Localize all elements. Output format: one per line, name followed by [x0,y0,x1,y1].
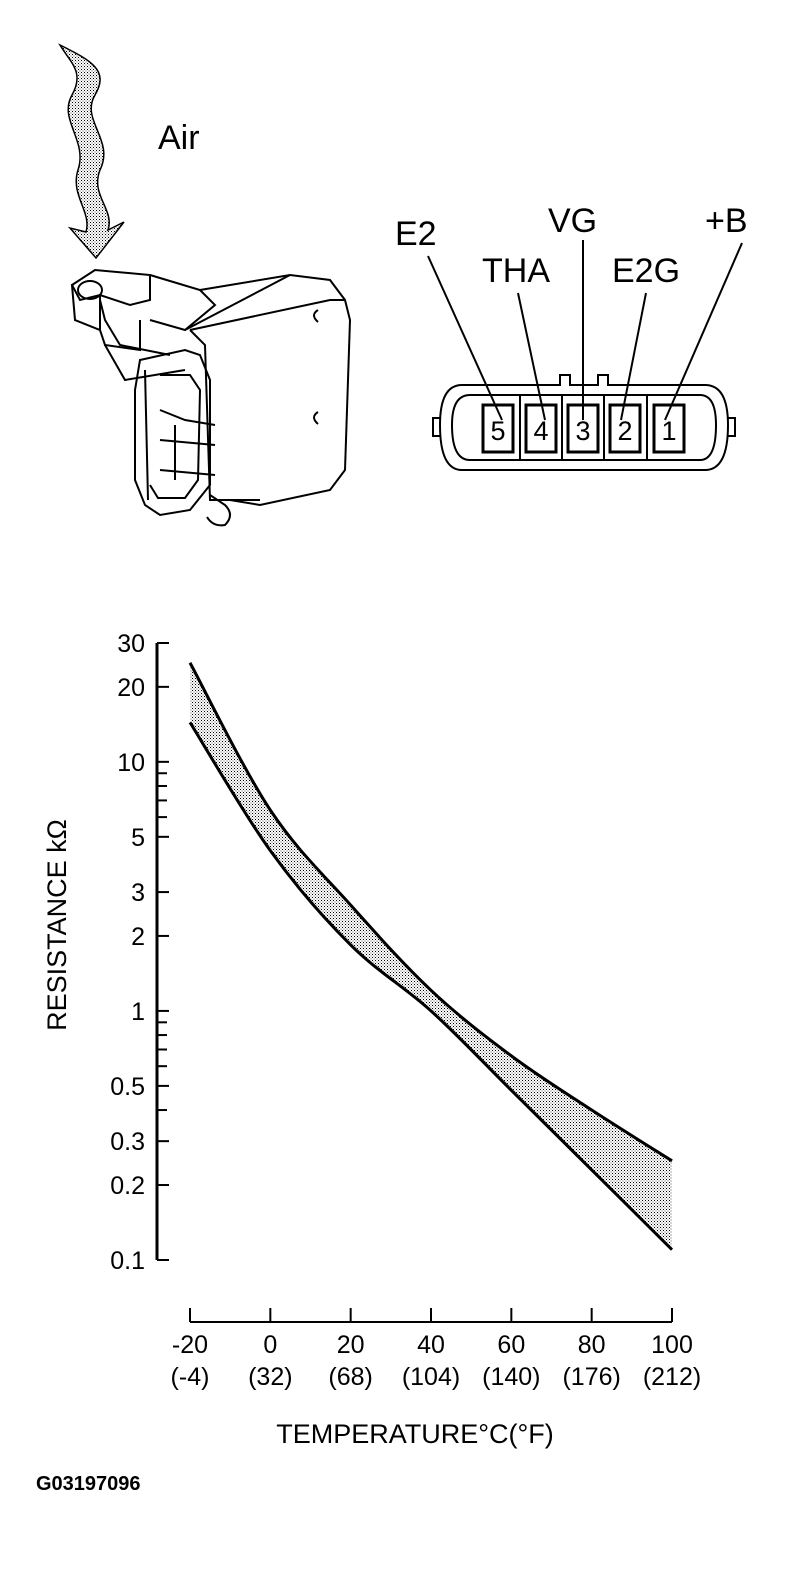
lower-limit-curve [188,721,674,1251]
connector-diagram: 5 E2 4 THA 3 VG 2 E2G 1 +B [395,202,748,471]
y-tick-label: 0.5 [110,1073,145,1101]
y-tick-label: 20 [117,674,145,702]
air-flow-meter-illustration [70,268,352,527]
y-tick-label: 0.3 [110,1128,145,1156]
leader-line [517,292,546,421]
x-tick-sublabel: (104) [402,1363,460,1391]
x-tick-sublabel: (212) [643,1363,701,1391]
terminal-pin-number: 4 [533,416,548,446]
x-tick-label: 100 [651,1331,693,1359]
figure-code: G03197096 [36,1473,141,1495]
terminal-pin-number: 5 [490,416,505,446]
x-tick-label: 40 [417,1331,445,1359]
air-flow-arrow-icon [58,43,125,260]
terminal-name-label: +B [705,202,748,240]
terminal-name-label: E2G [612,252,680,290]
y-tick-label: 0.2 [110,1172,145,1200]
y-tick-label: 10 [117,749,145,777]
y-axis-label: RESISTANCE kΩ [42,819,72,1031]
terminal-pin-number: 1 [661,416,676,446]
leader-line [620,292,647,421]
y-tick-label: 5 [131,824,145,852]
terminal-pin-box [481,403,515,454]
x-axis-label: TEMPERATURE°C(°F) [276,1419,554,1449]
resistance-temperature-chart: 30 20 10 5 3 2 1 0.5 0.3 0.2 0.1 -20 (-4) 0 (32) 20 (68)… [42,630,701,1449]
x-tick-sublabel: (32) [248,1363,292,1391]
x-tick-label: 60 [497,1331,525,1359]
x-tick-sublabel: (176) [562,1363,620,1391]
y-tick-label: 0.1 [110,1247,145,1275]
terminal-pin-number: 3 [575,416,590,446]
x-tick-sublabel: (68) [328,1363,372,1391]
resistance-band [190,662,672,1250]
leader-line [427,255,503,421]
leader-line [664,242,743,421]
x-tick-label: 0 [263,1331,277,1359]
y-tick-label: 2 [131,923,145,951]
x-tick-label: -20 [172,1331,208,1359]
y-tick-label: 1 [131,998,145,1026]
y-tick-label: 3 [131,879,145,907]
terminal-name-label: VG [548,202,597,240]
x-tick-sublabel: (140) [482,1363,540,1391]
air-label: Air [158,119,200,157]
terminal-pin-box [652,403,686,454]
y-tick-label: 30 [117,630,145,658]
terminal-name-label: E2 [395,215,437,253]
terminal-pin-box [608,403,642,454]
x-tick-label: 20 [337,1331,365,1359]
terminal-pin-number: 2 [617,416,632,446]
upper-limit-curve [188,662,673,1163]
x-tick-sublabel: (-4) [171,1363,210,1391]
x-tick-label: 80 [578,1331,606,1359]
terminal-name-label: THA [482,252,550,290]
